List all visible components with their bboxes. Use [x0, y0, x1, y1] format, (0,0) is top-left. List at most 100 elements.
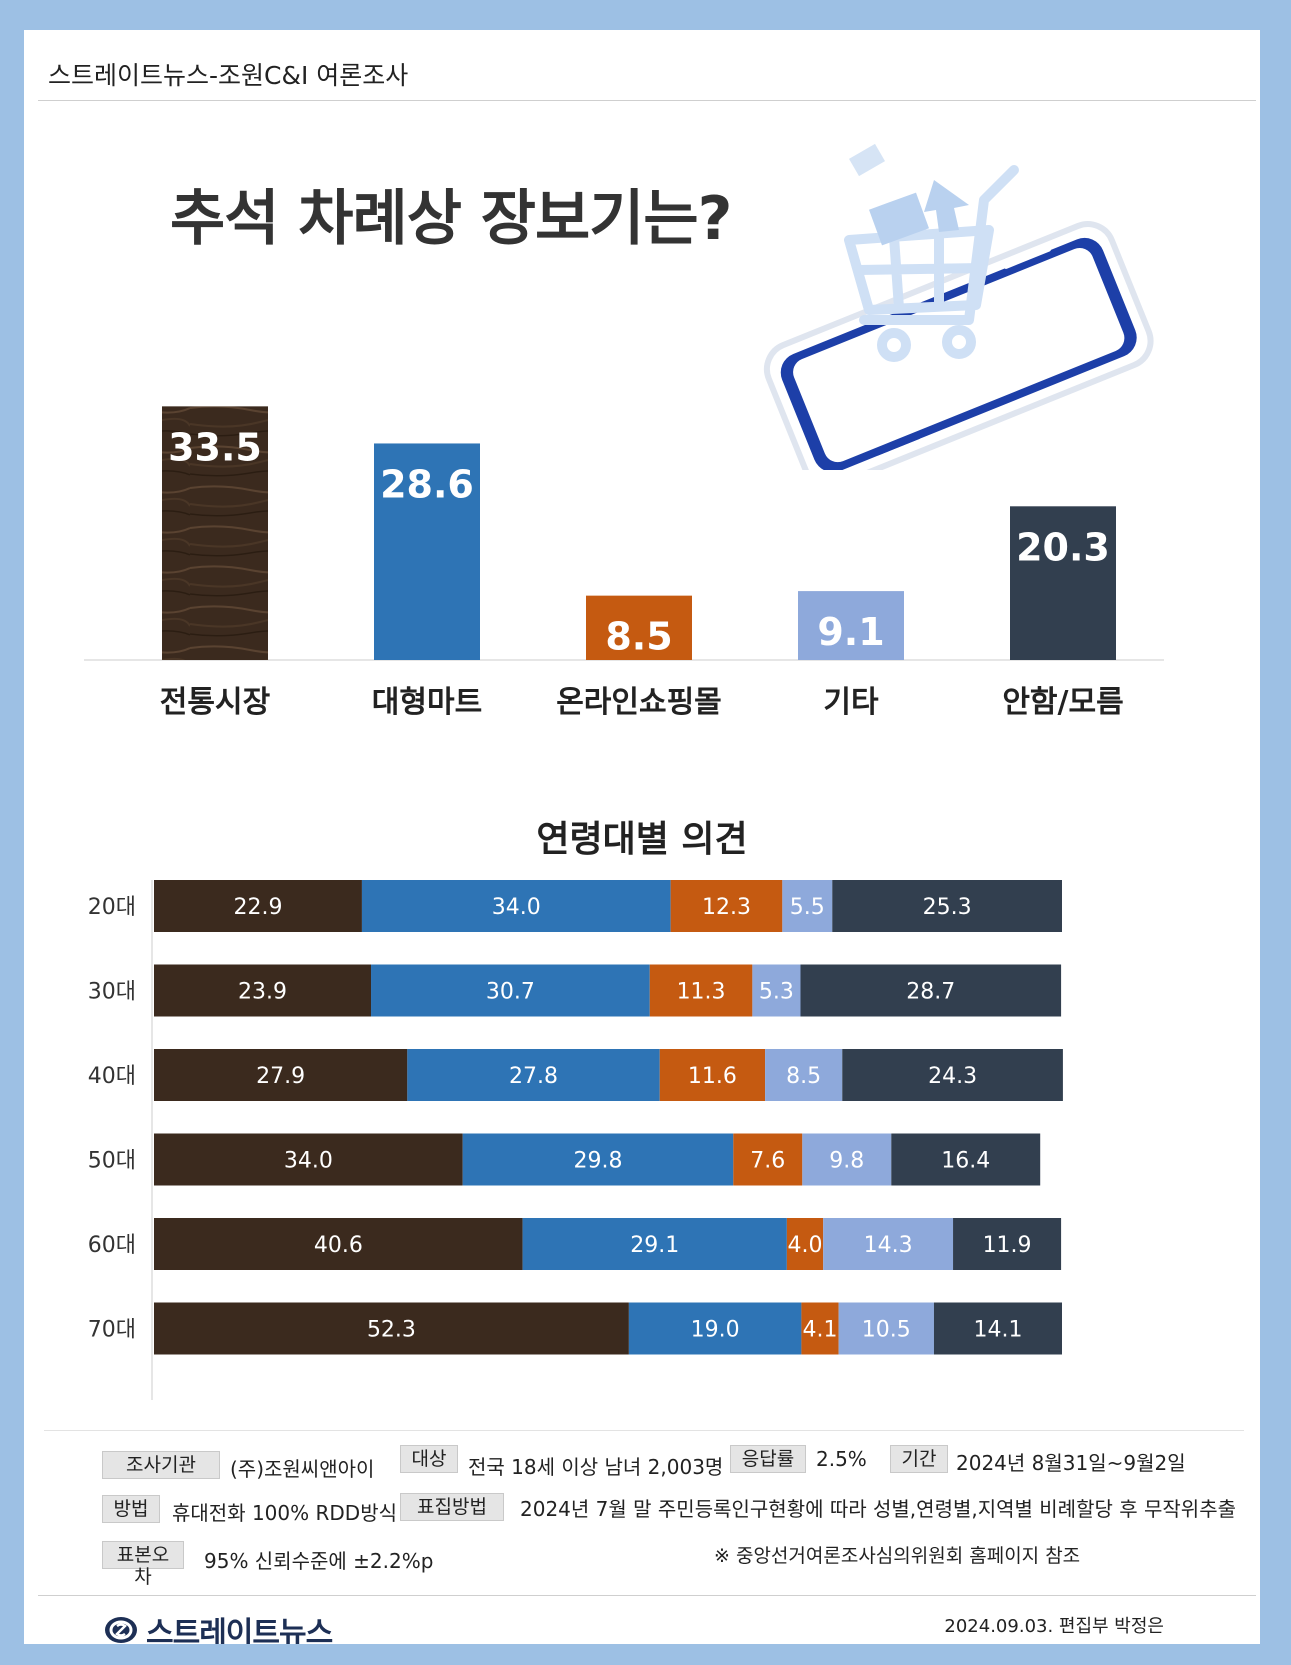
segment-4: [832, 880, 1062, 932]
bar-4: [1010, 506, 1116, 660]
tag-org: 조사기관: [102, 1451, 220, 1479]
segment-value-label: 22.9: [233, 895, 282, 920]
segment-value-label: 12.3: [702, 895, 751, 920]
bar-2: [586, 595, 692, 660]
header-divider: [38, 100, 1256, 101]
segment-3: [752, 964, 801, 1017]
segment-4: [891, 1133, 1041, 1186]
survey-info: 조사기관 (주)조원씨앤아이 대상 전국 18세 이상 남녀 2,003명 응답…: [44, 1430, 1244, 1600]
bar-value-label: 28.6: [380, 462, 474, 506]
age-label: 30대: [88, 980, 136, 1005]
segment-2: [801, 1302, 839, 1355]
segment-value-label: 34.0: [492, 895, 541, 920]
info-sampling: 2024년 7월 말 주민등록인구현황에 따라 성별,연령별,지역별 비례할당 …: [520, 1497, 1236, 1521]
category-label: 기타: [823, 685, 879, 720]
info-target: 전국 18세 이상 남녀 2,003명: [468, 1455, 724, 1479]
info-error: 95% 신뢰수준에 ±2.2%p: [204, 1549, 434, 1573]
tag-error: 표본오차: [102, 1541, 184, 1588]
segment-3: [765, 1049, 843, 1101]
header-title: 스트레이트뉴스-조원C&I 여론조사: [48, 61, 409, 90]
segment-value-label: 27.8: [509, 1064, 558, 1089]
segment-value-label: 16.4: [941, 1149, 990, 1174]
segment-value-label: 11.9: [983, 1233, 1032, 1258]
segment-value-label: 24.3: [928, 1064, 977, 1089]
segment-value-label: 14.3: [864, 1233, 913, 1258]
segment-value-label: 52.3: [367, 1318, 416, 1343]
bar-0: [162, 406, 268, 660]
segment-value-label: 25.3: [923, 895, 972, 920]
info-org: (주)조원씨앤아이: [230, 1457, 375, 1481]
segment-value-label: 19.0: [691, 1318, 740, 1343]
bar-value-label: 8.5: [605, 615, 672, 659]
tag-rate: 응답률: [730, 1445, 806, 1473]
bar-value-label: 33.5: [168, 425, 262, 469]
segment-3: [782, 880, 833, 932]
segment-value-label: 11.3: [677, 980, 726, 1005]
segment-2: [659, 1049, 766, 1101]
tag-target: 대상: [400, 1445, 458, 1473]
age-label: 20대: [88, 895, 136, 920]
overall-bar-chart: 33.5 전통시장 28.6 대형마트 8.5 온라인쇼핑몰 9.1 기타 20.3 안함/모름: [84, 406, 1164, 720]
segment-value-label: 28.7: [906, 980, 955, 1005]
segment-value-label: 11.6: [688, 1064, 737, 1089]
brand-logo: 스트레이트뉴스: [104, 1608, 333, 1644]
segment-value-label: 5.3: [759, 980, 794, 1005]
segment-1: [628, 1302, 802, 1355]
segment-4: [953, 1218, 1062, 1270]
age-label: 50대: [88, 1149, 136, 1174]
segment-value-label: 40.6: [314, 1233, 363, 1258]
segment-3: [823, 1218, 954, 1270]
category-label: 대형마트: [372, 685, 482, 720]
age-label: 60대: [88, 1233, 136, 1258]
logo-emblem-icon: [105, 1617, 137, 1643]
segment-0: [154, 1133, 463, 1186]
segment-value-label: 30.7: [486, 980, 535, 1005]
segment-0: [154, 1049, 408, 1101]
category-label: 온라인쇼핑몰: [556, 685, 722, 720]
footer-divider: [38, 1595, 1256, 1596]
shopping-cart-phone-icon: [763, 143, 1154, 470]
bar-3: [798, 591, 904, 660]
segment-0: [154, 1218, 523, 1270]
segment-2: [649, 964, 753, 1017]
segment-value-label: 14.1: [973, 1318, 1022, 1343]
segment-value-label: 9.8: [829, 1149, 864, 1174]
info-note: ※ 중앙선거여론조사심의위원회 홈페이지 참조: [714, 1545, 1081, 1567]
segment-4: [842, 1049, 1063, 1101]
segment-value-label: 4.1: [803, 1318, 838, 1343]
segment-value-label: 8.5: [786, 1064, 821, 1089]
segment-value-label: 23.9: [238, 980, 287, 1005]
logo-text: 스트레이트뉴스: [146, 1616, 333, 1644]
segment-value-label: 34.0: [284, 1149, 333, 1174]
segment-value-label: 7.6: [750, 1149, 785, 1174]
age-chart-title: 연령대별 의견: [536, 819, 748, 860]
segment-1: [407, 1049, 660, 1101]
info-method: 휴대전화 100% RDD방식: [172, 1501, 397, 1525]
bar-value-label: 9.1: [817, 610, 884, 654]
segment-3: [838, 1302, 934, 1355]
category-label: 전통시장: [160, 685, 271, 720]
category-label: 안함/모름: [1002, 685, 1123, 720]
segment-value-label: 29.1: [630, 1233, 679, 1258]
segment-value-label: 5.5: [790, 895, 825, 920]
segment-2: [670, 880, 783, 932]
segment-value-label: 4.0: [788, 1233, 823, 1258]
segment-1: [522, 1218, 787, 1270]
bar-1: [374, 443, 480, 660]
segment-4: [933, 1302, 1062, 1355]
segment-1: [462, 1133, 734, 1186]
segment-1: [371, 964, 650, 1017]
info-rate: 2.5%: [816, 1447, 867, 1471]
age-stacked-bar-chart: 20대 22.9 34.0 12.3 5.5 25.3 30대 23.9 30.7 11.3 5.3…: [88, 880, 1063, 1400]
tag-method: 방법: [102, 1495, 160, 1523]
credit-line: 2024.09.03. 편집부 박정은: [944, 1616, 1164, 1637]
main-title: 추석 차례상 장보기는?: [170, 184, 732, 254]
info-period: 2024년 8월31일~9월2일: [956, 1451, 1186, 1475]
segment-0: [154, 1302, 629, 1355]
segment-3: [802, 1133, 892, 1186]
age-label: 40대: [88, 1064, 136, 1089]
segment-2: [786, 1218, 824, 1270]
segment-value-label: 10.5: [862, 1318, 911, 1343]
segment-4: [800, 964, 1062, 1017]
poll-card: 스트레이트뉴스-조원C&I 여론조사 추석 차례상 장보기는? 33.5 전통시장…: [24, 30, 1260, 1644]
